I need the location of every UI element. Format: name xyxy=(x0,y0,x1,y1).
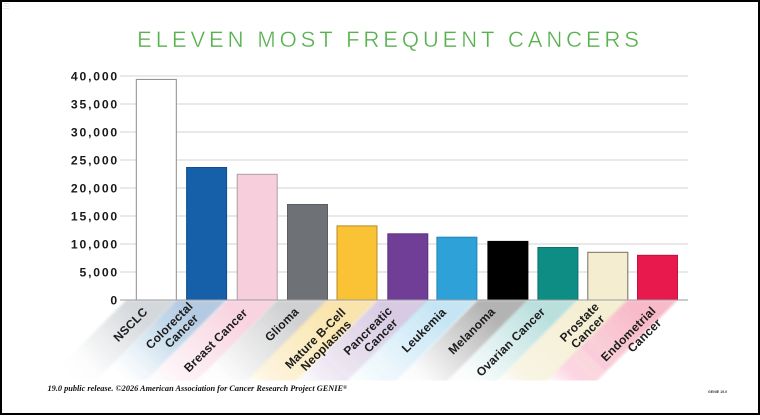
svg-text:5,000: 5,000 xyxy=(80,265,120,279)
svg-text:0: 0 xyxy=(110,293,119,307)
svg-text:20,000: 20,000 xyxy=(71,181,119,195)
svg-text:15,000: 15,000 xyxy=(71,209,119,223)
svg-text:ELEVEN MOST FREQUENT CANCERS: ELEVEN MOST FREQUENT CANCERS xyxy=(137,27,643,52)
svg-text:25,000: 25,000 xyxy=(71,153,119,167)
svg-text:40,000: 40,000 xyxy=(71,69,119,83)
svg-text:19.0 public release. ©2026 Ame: 19.0 public release. ©2026 American Asso… xyxy=(48,384,348,393)
svg-text:35,000: 35,000 xyxy=(71,97,119,111)
svg-text:30,000: 30,000 xyxy=(71,125,119,139)
svg-text:10,000: 10,000 xyxy=(71,237,119,251)
svg-text:GENIE 19.0: GENIE 19.0 xyxy=(708,390,727,394)
